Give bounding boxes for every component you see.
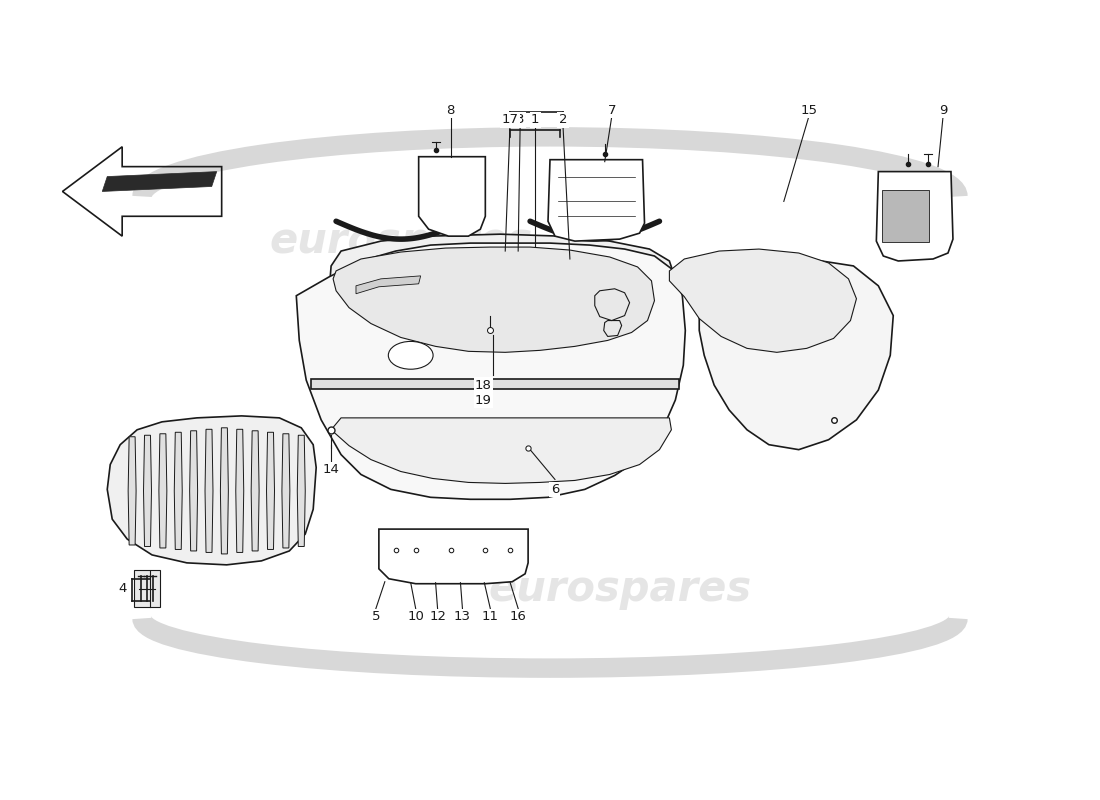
Text: 8: 8 bbox=[447, 103, 454, 117]
Text: eurospares: eurospares bbox=[488, 568, 751, 610]
Polygon shape bbox=[128, 437, 136, 545]
Text: 6: 6 bbox=[551, 483, 559, 496]
Text: 7: 7 bbox=[607, 103, 616, 117]
Polygon shape bbox=[102, 171, 217, 191]
Polygon shape bbox=[670, 249, 857, 352]
Text: eurospares: eurospares bbox=[270, 220, 532, 262]
Polygon shape bbox=[220, 428, 229, 554]
Text: 16: 16 bbox=[509, 610, 527, 623]
Polygon shape bbox=[419, 157, 485, 236]
Polygon shape bbox=[311, 379, 680, 389]
Polygon shape bbox=[331, 418, 671, 483]
Text: 11: 11 bbox=[482, 610, 498, 623]
Polygon shape bbox=[356, 276, 420, 294]
Polygon shape bbox=[158, 434, 167, 548]
FancyBboxPatch shape bbox=[134, 570, 159, 606]
Text: 13: 13 bbox=[454, 610, 471, 623]
Text: 4: 4 bbox=[118, 582, 127, 595]
Polygon shape bbox=[548, 160, 645, 241]
Polygon shape bbox=[297, 435, 305, 546]
Polygon shape bbox=[282, 434, 290, 548]
Text: 1: 1 bbox=[531, 114, 539, 126]
Polygon shape bbox=[296, 243, 685, 499]
FancyBboxPatch shape bbox=[882, 190, 930, 242]
Polygon shape bbox=[205, 430, 213, 553]
Text: 3: 3 bbox=[516, 114, 525, 126]
Ellipse shape bbox=[388, 342, 433, 370]
Polygon shape bbox=[700, 259, 893, 450]
Polygon shape bbox=[266, 432, 275, 550]
Text: 5: 5 bbox=[372, 610, 381, 623]
Text: 17: 17 bbox=[502, 114, 519, 126]
Text: 12: 12 bbox=[429, 610, 447, 623]
Polygon shape bbox=[877, 171, 953, 261]
Polygon shape bbox=[235, 430, 244, 553]
Text: 14: 14 bbox=[322, 463, 340, 476]
Text: 18: 18 bbox=[475, 378, 492, 392]
Polygon shape bbox=[333, 247, 654, 352]
Text: 19: 19 bbox=[475, 394, 492, 406]
Text: 15: 15 bbox=[800, 103, 817, 117]
Polygon shape bbox=[107, 416, 316, 565]
Polygon shape bbox=[378, 529, 528, 584]
Text: 9: 9 bbox=[938, 103, 947, 117]
Polygon shape bbox=[329, 234, 674, 354]
Text: 10: 10 bbox=[407, 610, 425, 623]
Text: 2: 2 bbox=[559, 114, 568, 126]
Polygon shape bbox=[251, 430, 260, 551]
Polygon shape bbox=[189, 430, 198, 551]
Polygon shape bbox=[143, 435, 152, 546]
Polygon shape bbox=[174, 432, 183, 550]
